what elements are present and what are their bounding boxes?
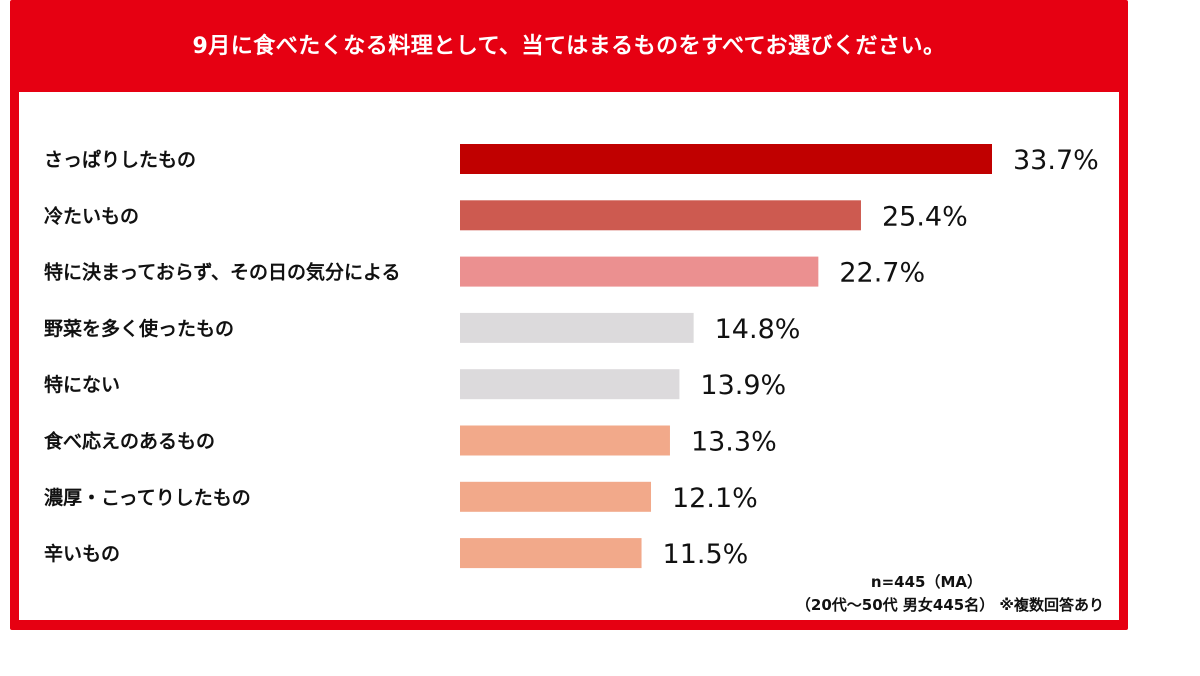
category-label: 食べ応えのあるもの <box>44 430 215 453</box>
sample-description-note: （20代～50代 男女445名） ※複数回答あり <box>795 596 1104 614</box>
value-label: 25.4% <box>882 201 968 232</box>
bar <box>460 144 992 174</box>
bar <box>460 425 670 456</box>
category-label: 特に決まっておらず、その日の気分による <box>44 261 400 284</box>
category-label: 冷たいもの <box>44 204 139 227</box>
bar <box>460 481 652 512</box>
value-label: 33.7% <box>1013 145 1099 176</box>
value-label: 22.7% <box>839 258 925 289</box>
category-label: 濃厚・こってりしたもの <box>44 487 251 509</box>
category-label: さっぱりしたもの <box>44 148 196 171</box>
sample-size-note: n=445（MA） <box>870 573 982 591</box>
chart-frame: 9月に食べたくなる料理として、当てはまるものをすべてお選びください。 さっぱりし… <box>10 0 1128 630</box>
bar <box>460 369 680 400</box>
value-label: 13.3% <box>691 427 777 458</box>
bar <box>460 312 694 343</box>
bar <box>460 256 819 287</box>
value-label: 12.1% <box>672 483 758 514</box>
category-label: 特にない <box>44 374 120 396</box>
chart-panel: さっぱりしたもの 33.7% 冷たいもの 25.4% 特に決まっておらず、その日の気分に… <box>19 92 1119 620</box>
bar <box>460 538 642 569</box>
value-label: 14.8% <box>715 314 801 345</box>
category-label: 野菜を多く使ったもの <box>44 317 234 340</box>
bar <box>460 200 861 231</box>
category-label: 辛いもの <box>44 542 120 565</box>
bar-chart: さっぱりしたもの 33.7% 冷たいもの 25.4% 特に決まっておらず、その日の気分に… <box>44 144 1099 570</box>
chart-title: 9月に食べたくなる料理として、当てはまるものをすべてお選びください。 <box>192 34 946 59</box>
value-label: 11.5% <box>663 539 749 570</box>
value-label: 13.9% <box>700 370 786 401</box>
chart-header: 9月に食べたくなる料理として、当てはまるものをすべてお選びください。 <box>10 0 1128 92</box>
